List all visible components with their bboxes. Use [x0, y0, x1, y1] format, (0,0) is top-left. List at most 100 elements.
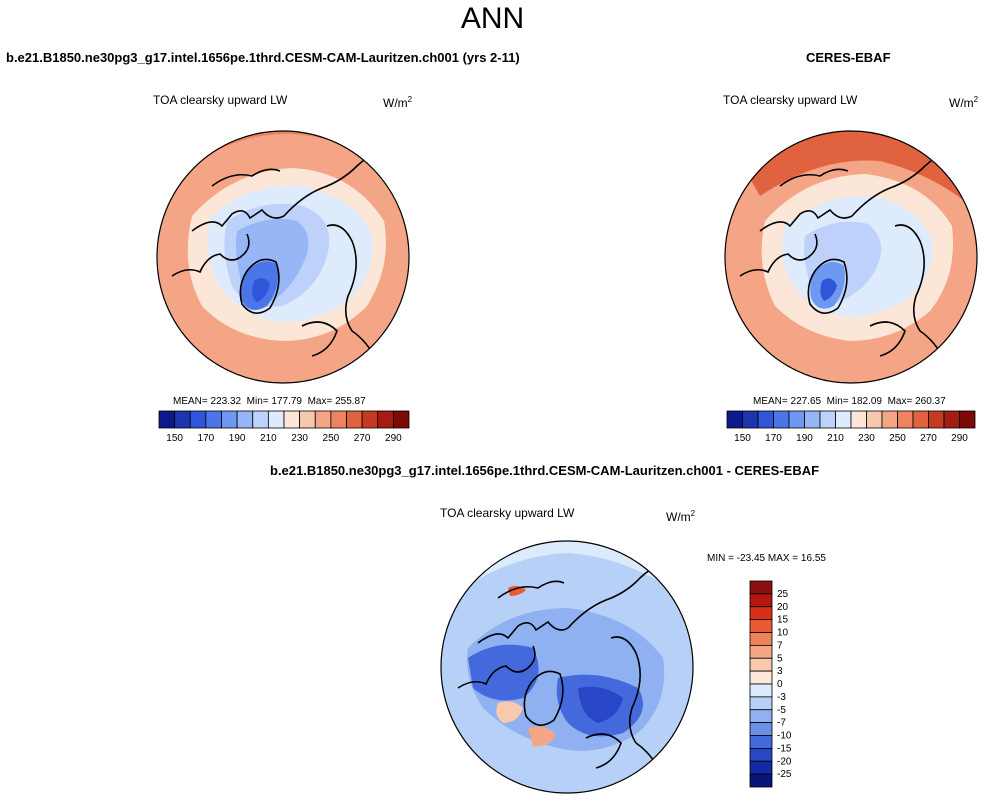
- colorbar-swatch: [788, 410, 805, 429]
- diff-units: W/m2: [666, 509, 696, 524]
- colorbar-swatch: [749, 619, 773, 633]
- colorbar-tick-label: 20: [777, 602, 789, 613]
- colorbar-swatch: [928, 410, 945, 429]
- colorbar-tick-label: -20: [777, 756, 792, 767]
- model-max: Max= 255.87: [307, 396, 366, 407]
- colorbar-swatch: [749, 632, 773, 646]
- model-field-greenland-core: [252, 278, 270, 302]
- obs-panel-case-title: CERES-EBAF: [806, 50, 891, 65]
- diff-panel-case-title: b.e21.B1850.ne30pg3_g17.intel.1656pe.1th…: [270, 463, 820, 478]
- obs-map-border: [724, 130, 978, 384]
- colorbar-swatch: [726, 410, 743, 429]
- colorbar-swatch: [749, 580, 773, 595]
- colorbar-tick-label: 290: [385, 433, 402, 444]
- colorbar-tick-label: 10: [777, 628, 789, 639]
- model-units: W/m2: [383, 95, 413, 110]
- obs-field-greenland-core: [820, 278, 837, 301]
- colorbar-swatch: [749, 683, 773, 698]
- colorbar-tick-label: -25: [777, 769, 792, 780]
- colorbar-swatch: [881, 410, 898, 429]
- colorbar-swatch: [749, 670, 773, 685]
- obs-colorbar: 150 170 190 210 230 250 270 290: [726, 410, 976, 444]
- model-mean: MEAN= 223.32: [173, 396, 242, 407]
- colorbar-swatch: [377, 410, 394, 429]
- colorbar-swatch: [835, 410, 852, 429]
- colorbar-swatch: [773, 410, 790, 429]
- colorbar-tick-label: 15: [777, 615, 789, 626]
- colorbar-swatch: [205, 410, 222, 429]
- diff-field-warm-patch-3: [528, 726, 556, 747]
- diff-field-warm-patch-1: [496, 701, 523, 723]
- colorbar-swatch: [158, 410, 176, 429]
- obs-stats: MEAN= 227.65 Min= 182.09 Max= 260.37: [753, 396, 946, 407]
- diff-field-eurasia-core: [578, 686, 623, 723]
- colorbar-swatch: [749, 696, 773, 711]
- model-variable-title: TOA clearsky upward LW: [153, 93, 288, 107]
- diff-minmax: MIN = -23.45 MAX = 16.55: [707, 553, 826, 564]
- colorbar-swatch: [749, 735, 773, 749]
- colorbar-tick-label: 170: [765, 433, 782, 444]
- model-polar-map: [156, 130, 410, 384]
- diff-map-border: [440, 540, 694, 794]
- colorbar-swatch: [330, 410, 347, 429]
- colorbar-tick-label: 250: [323, 433, 340, 444]
- colorbar-swatch: [749, 722, 773, 736]
- colorbar-tick-label: 290: [951, 433, 968, 444]
- colorbar-tick-label: 230: [858, 433, 875, 444]
- obs-max: Max= 260.37: [887, 396, 946, 407]
- colorbar-swatch: [392, 410, 410, 429]
- colorbar-swatch: [314, 410, 332, 429]
- obs-mean: MEAN= 227.65: [753, 396, 822, 407]
- colorbar-tick-label: -3: [777, 692, 786, 703]
- colorbar-swatch: [749, 593, 773, 608]
- colorbar-tick-label: -7: [777, 718, 786, 729]
- colorbar-swatch: [819, 410, 836, 429]
- colorbar-swatch: [221, 410, 238, 429]
- colorbar-swatch: [361, 410, 379, 429]
- colorbar-swatch: [346, 410, 363, 429]
- colorbar-swatch: [749, 606, 773, 621]
- colorbar-swatch: [749, 773, 773, 788]
- colorbar-swatch: [804, 410, 821, 429]
- diff-variable-title: TOA clearsky upward LW: [440, 506, 575, 520]
- diff-polar-map: [440, 540, 694, 794]
- model-colorbar: 150 170 190 210 230 250 270 290: [158, 410, 410, 444]
- colorbar-tick-label: 25: [777, 589, 789, 600]
- colorbar-tick-label: 190: [229, 433, 246, 444]
- colorbar-tick-label: 5: [777, 653, 783, 664]
- figure-title: ANN: [460, 2, 525, 35]
- model-panel-case-title: b.e21.B1850.ne30pg3_g17.intel.1656pe.1th…: [6, 50, 520, 65]
- model-min: Min= 177.79: [246, 396, 302, 407]
- colorbar-tick-label: 210: [827, 433, 844, 444]
- colorbar-tick-label: 170: [198, 433, 215, 444]
- colorbar-swatch: [943, 410, 960, 429]
- model-map-border: [156, 130, 410, 384]
- colorbar-swatch: [267, 410, 285, 429]
- colorbar-swatch: [897, 410, 914, 429]
- diff-field-warm-patch-2: [508, 585, 526, 596]
- colorbar-swatch: [742, 410, 759, 429]
- colorbar-swatch: [749, 657, 773, 672]
- obs-polar-map: [724, 130, 978, 384]
- colorbar-tick-label: 3: [777, 666, 783, 677]
- model-stats: MEAN= 223.32 Min= 177.79 Max= 255.87: [173, 396, 366, 407]
- colorbar-tick-label: 210: [260, 433, 277, 444]
- colorbar-tick-label: -5: [777, 705, 786, 716]
- colorbar-tick-label: 150: [734, 433, 751, 444]
- colorbar-swatch: [749, 760, 773, 775]
- colorbar-swatch: [749, 644, 773, 659]
- colorbar-tick-label: 150: [166, 433, 183, 444]
- colorbar-swatch: [850, 410, 867, 429]
- diff-field-canada-low: [468, 644, 539, 701]
- obs-variable-title: TOA clearsky upward LW: [723, 93, 858, 107]
- colorbar-swatch: [174, 410, 191, 429]
- colorbar-tick-label: -10: [777, 731, 792, 742]
- obs-units: W/m2: [949, 95, 979, 110]
- colorbar-tick-label: -15: [777, 743, 792, 754]
- colorbar-swatch: [749, 709, 773, 724]
- colorbar-tick-label: 230: [291, 433, 308, 444]
- colorbar-tick-label: 250: [889, 433, 906, 444]
- colorbar-swatch: [283, 410, 301, 429]
- colorbar-tick-label: 0: [777, 679, 783, 690]
- colorbar-swatch: [252, 410, 269, 429]
